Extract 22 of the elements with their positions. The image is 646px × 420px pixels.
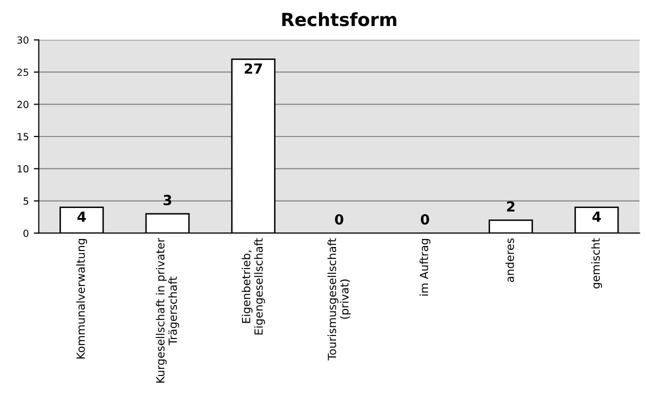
y-tick-label: 0	[23, 230, 28, 237]
y-tick-label: 5	[24, 198, 28, 205]
data-label: 0	[420, 214, 430, 225]
y-tick-label: 10	[18, 165, 28, 173]
x-tick-label: Eigenbetrieb, Eigengesellschaft	[242, 238, 265, 334]
x-tick-label: im Auftrag	[420, 238, 430, 296]
y-tick-label: 20	[17, 100, 28, 108]
data-label: 4	[77, 212, 86, 222]
data-label: 4	[592, 212, 601, 222]
y-tick-label: 15	[18, 133, 28, 140]
data-label: 0	[334, 214, 344, 225]
x-tick-label: gemischt	[591, 238, 602, 288]
data-label: 2	[507, 201, 514, 212]
x-tick-label: Kurgesellschaft in privater Trägerschaft	[156, 238, 180, 383]
data-label: 3	[164, 194, 172, 206]
data-label: 27	[244, 63, 262, 74]
y-tick-label: 30	[17, 36, 28, 44]
x-tick-label: anderes	[505, 238, 514, 282]
y-tick-label: 25	[17, 68, 28, 76]
chart-title: Rechtsform	[282, 12, 396, 26]
x-tick-label: Kommunalverwaltung	[76, 238, 88, 358]
x-tick-label: Tourismusgesellschaft (privat)	[328, 238, 351, 360]
